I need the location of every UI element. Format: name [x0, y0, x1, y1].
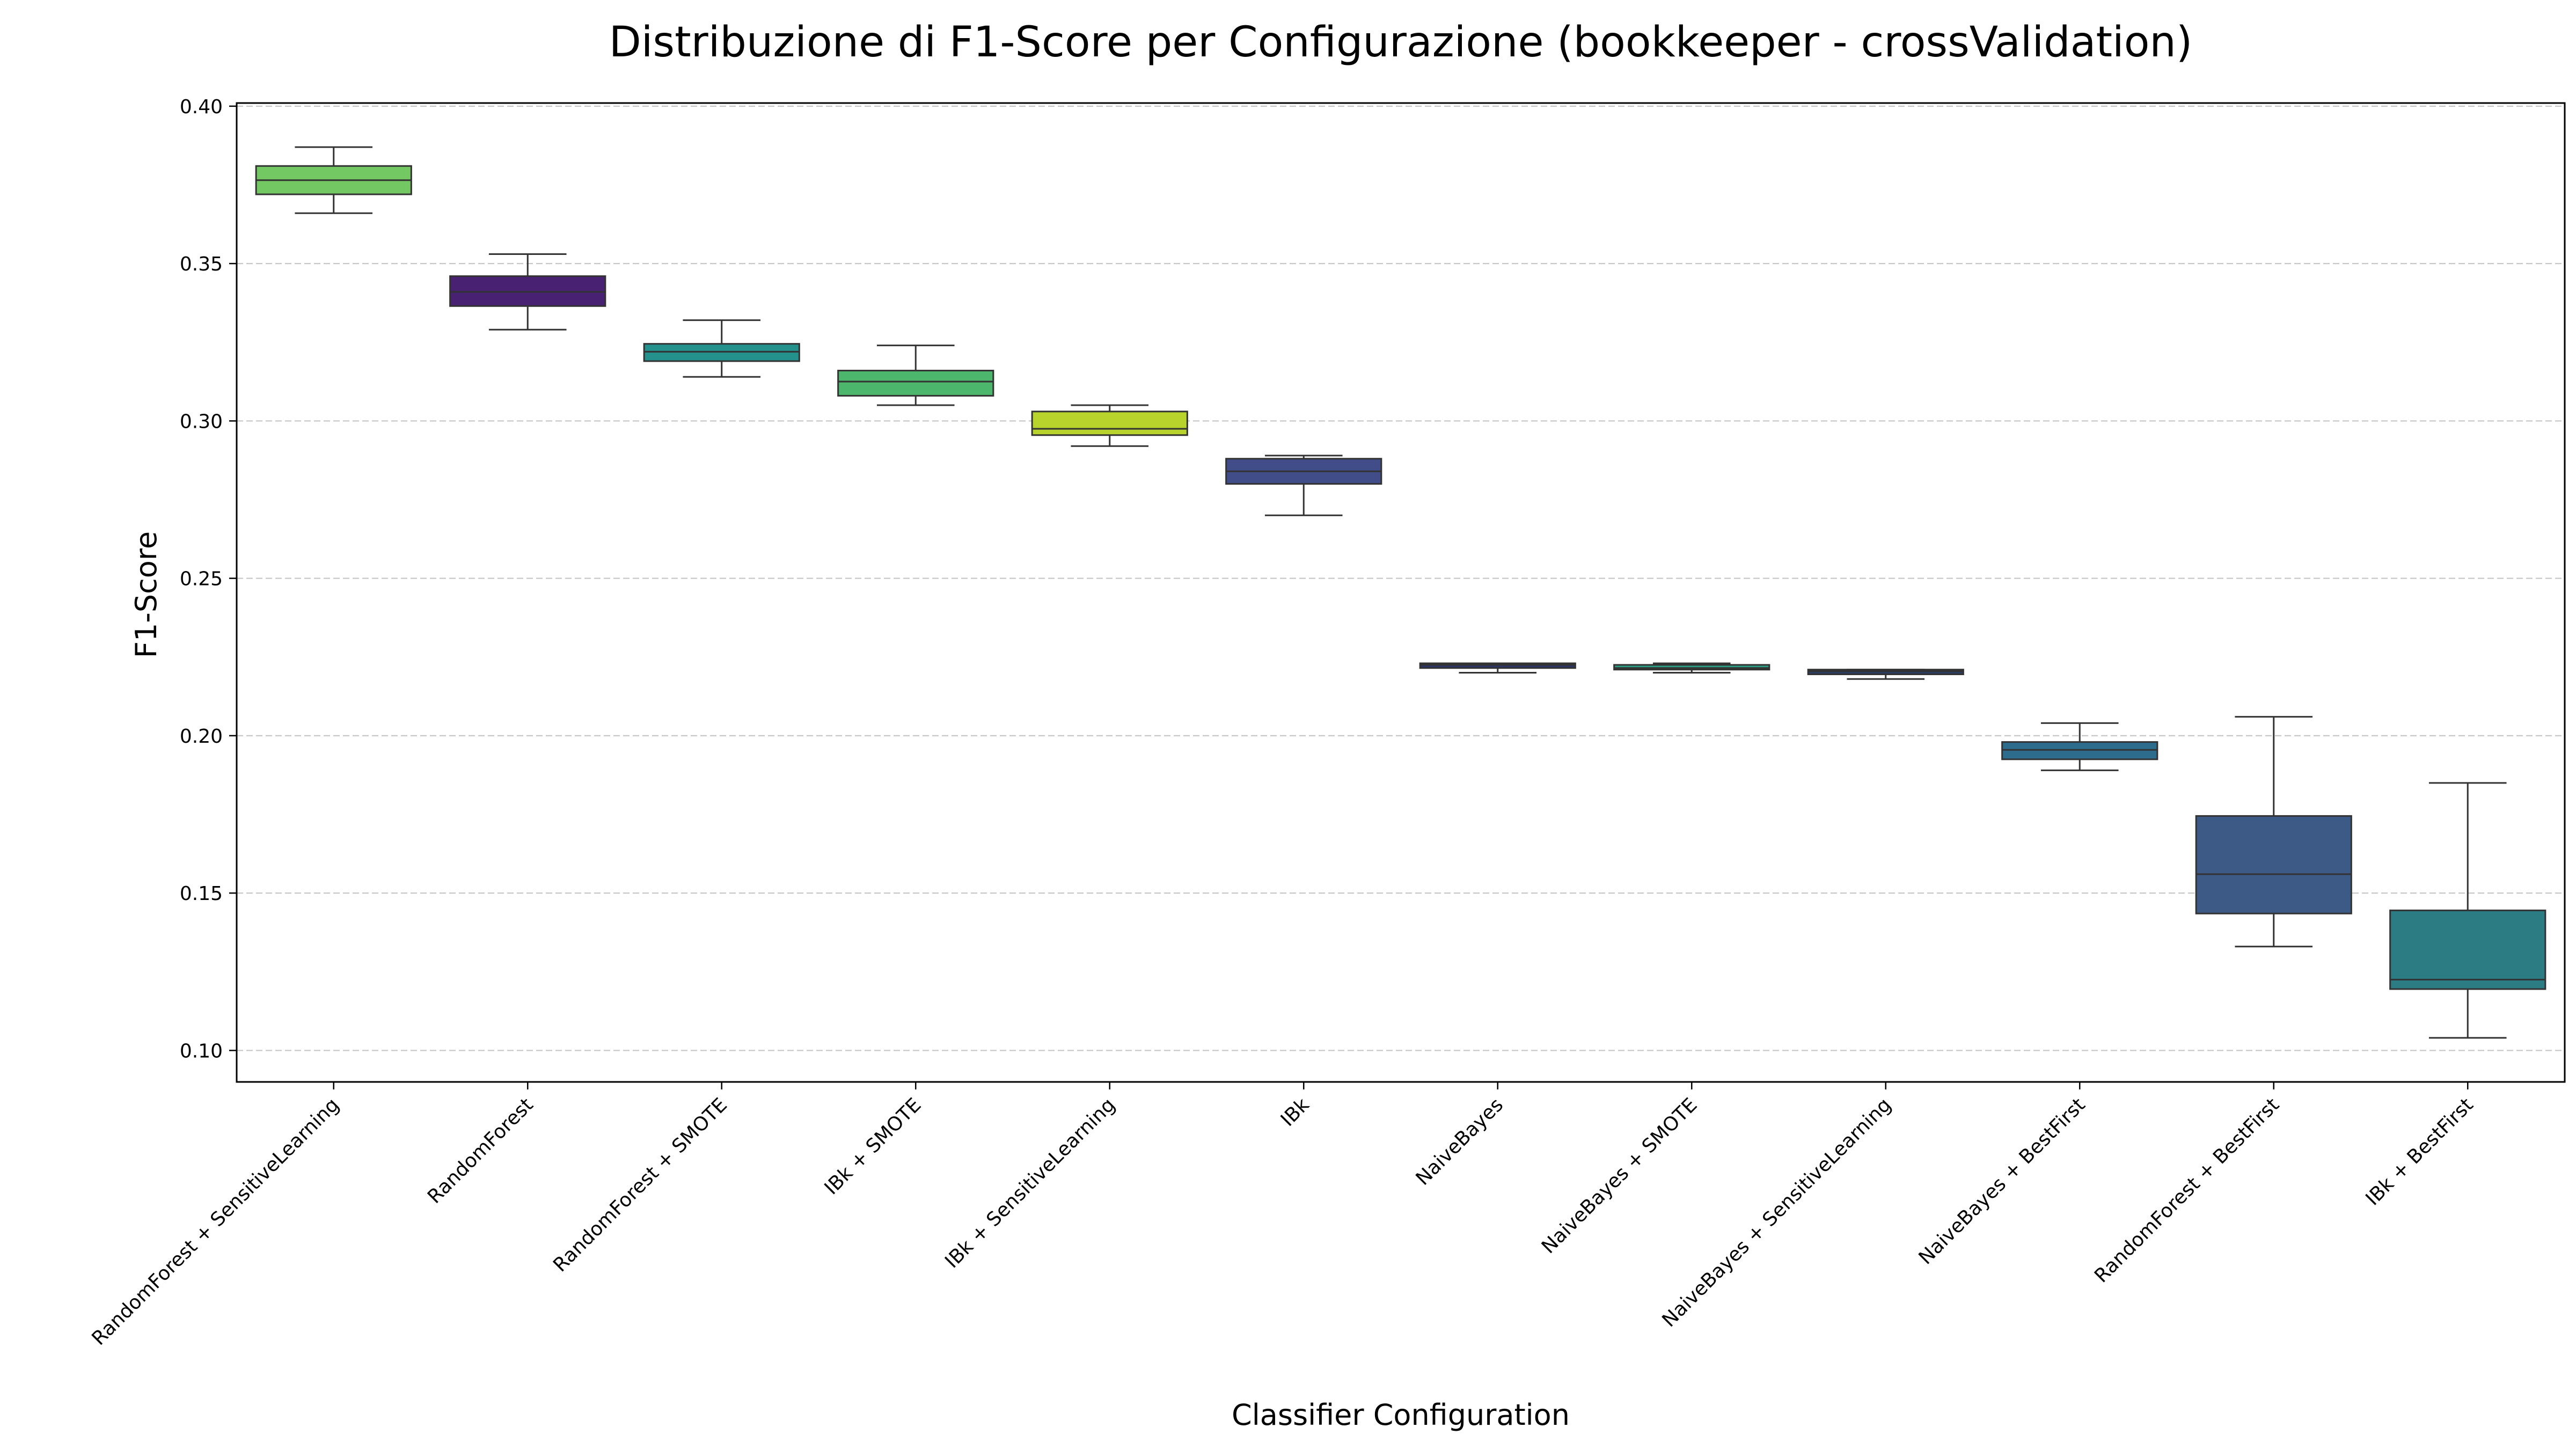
y-tick-label: 0.10: [180, 1040, 223, 1062]
iqr-box: [837, 370, 994, 397]
box-2: [449, 253, 606, 331]
box-12: [2389, 782, 2546, 1039]
box-3: [643, 319, 800, 378]
box-plots: [255, 146, 2546, 1039]
x-axis-label: Classifier Configuration: [1232, 1398, 1570, 1432]
chart-title: Distribuzione di F1-Score per Configuraz…: [609, 18, 2193, 67]
y-tick-label: 0.20: [180, 726, 223, 748]
box-11: [2195, 716, 2352, 948]
y-axis-label: F1-Score: [129, 531, 163, 658]
box-8: [1613, 662, 1770, 674]
box-9: [1807, 669, 1964, 680]
iqr-box: [2195, 815, 2352, 914]
y-tick-label: 0.40: [180, 96, 223, 118]
box-10: [2001, 722, 2158, 771]
y-tick-label: 0.15: [180, 883, 223, 905]
grid-lines: [237, 105, 2565, 1051]
plot-area-frame: [236, 102, 2566, 1083]
y-axis-ticks: 0.10 0.15 0.20 0.25 0.30 0.35 0.40: [180, 96, 237, 1062]
y-tick-label: 0.30: [180, 411, 223, 433]
box-6: [1225, 455, 1382, 516]
iqr-box: [2389, 909, 2546, 990]
box-7: [1419, 662, 1576, 674]
iqr-box: [1031, 411, 1188, 436]
y-tick-label: 0.25: [180, 568, 223, 590]
box-5: [1031, 404, 1188, 447]
box-4: [837, 345, 994, 406]
box-1: [255, 146, 412, 214]
y-tick-label: 0.35: [180, 253, 223, 275]
